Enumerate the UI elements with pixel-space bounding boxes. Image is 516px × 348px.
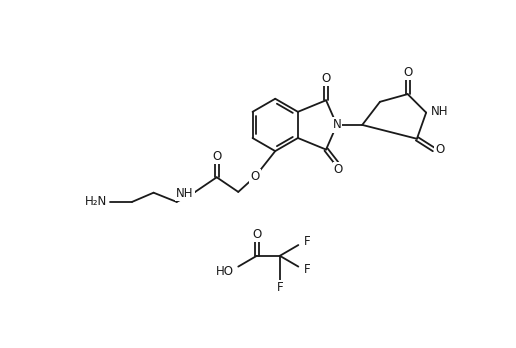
Text: NH: NH: [431, 104, 448, 118]
Text: O: O: [334, 163, 343, 176]
Text: O: O: [403, 66, 412, 79]
Text: HO: HO: [216, 265, 234, 278]
Text: F: F: [277, 281, 283, 294]
Text: O: O: [212, 150, 221, 163]
Text: O: O: [251, 170, 260, 183]
Text: H₂N: H₂N: [85, 196, 107, 208]
Text: F: F: [304, 236, 310, 248]
Text: N: N: [332, 118, 341, 132]
Text: F: F: [304, 263, 310, 276]
Text: O: O: [436, 143, 445, 156]
Text: O: O: [321, 72, 331, 85]
Text: NH: NH: [176, 187, 194, 200]
Text: O: O: [252, 228, 262, 241]
